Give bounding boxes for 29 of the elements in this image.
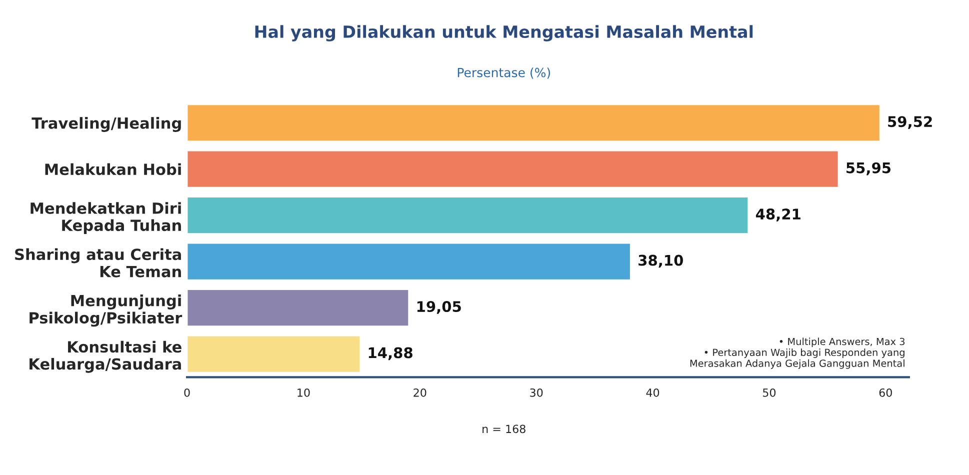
chart-title: Hal yang Dilakukan untuk Mengatasi Masalah Mental xyxy=(255,25,753,42)
bar xyxy=(187,242,632,281)
data-label: 55,95 xyxy=(846,162,891,176)
x-tick-label: 50 xyxy=(762,388,776,397)
y-tick-label: Mendekatkan Diri Kepada Tuhan xyxy=(30,202,181,234)
y-tick-label: Traveling/Healing xyxy=(32,117,181,132)
bar xyxy=(187,150,840,188)
annotation: • Multiple Answers, Max 3 • Pertanyaan Wajib bagi Responden yang Merasakan Adanya Gejala Gangguan Mental xyxy=(690,338,905,369)
y-tick-label: Mengunjungi Psikolog/Psikiater xyxy=(30,294,182,327)
data-label: 38,10 xyxy=(638,254,684,268)
x-tick-label: 20 xyxy=(414,388,426,397)
data-label: 19,05 xyxy=(417,301,461,314)
data-label: 48,21 xyxy=(756,208,800,222)
text: n = 168 xyxy=(482,424,526,434)
x-tick-label: 40 xyxy=(646,388,660,397)
x-tick-label: 0 xyxy=(184,388,190,397)
bar xyxy=(187,334,361,374)
x-tick-label: 10 xyxy=(298,388,310,397)
y-tick-label: Konsultasi ke Keluarga/Saudara xyxy=(30,340,182,373)
data-label: 59,52 xyxy=(888,116,932,129)
y-tick-label: Sharing atau Cerita Ke Teman xyxy=(15,248,181,278)
bar xyxy=(187,288,410,327)
bar xyxy=(187,104,881,142)
data-label: 14,88 xyxy=(368,347,412,360)
bar xyxy=(187,196,750,235)
y-tick-label: Melakukan Hobi xyxy=(45,163,181,176)
chart-subtitle: Persentase (%) xyxy=(458,68,550,79)
x-tick-label: 30 xyxy=(530,388,543,397)
x-tick-label: 60 xyxy=(879,388,892,397)
